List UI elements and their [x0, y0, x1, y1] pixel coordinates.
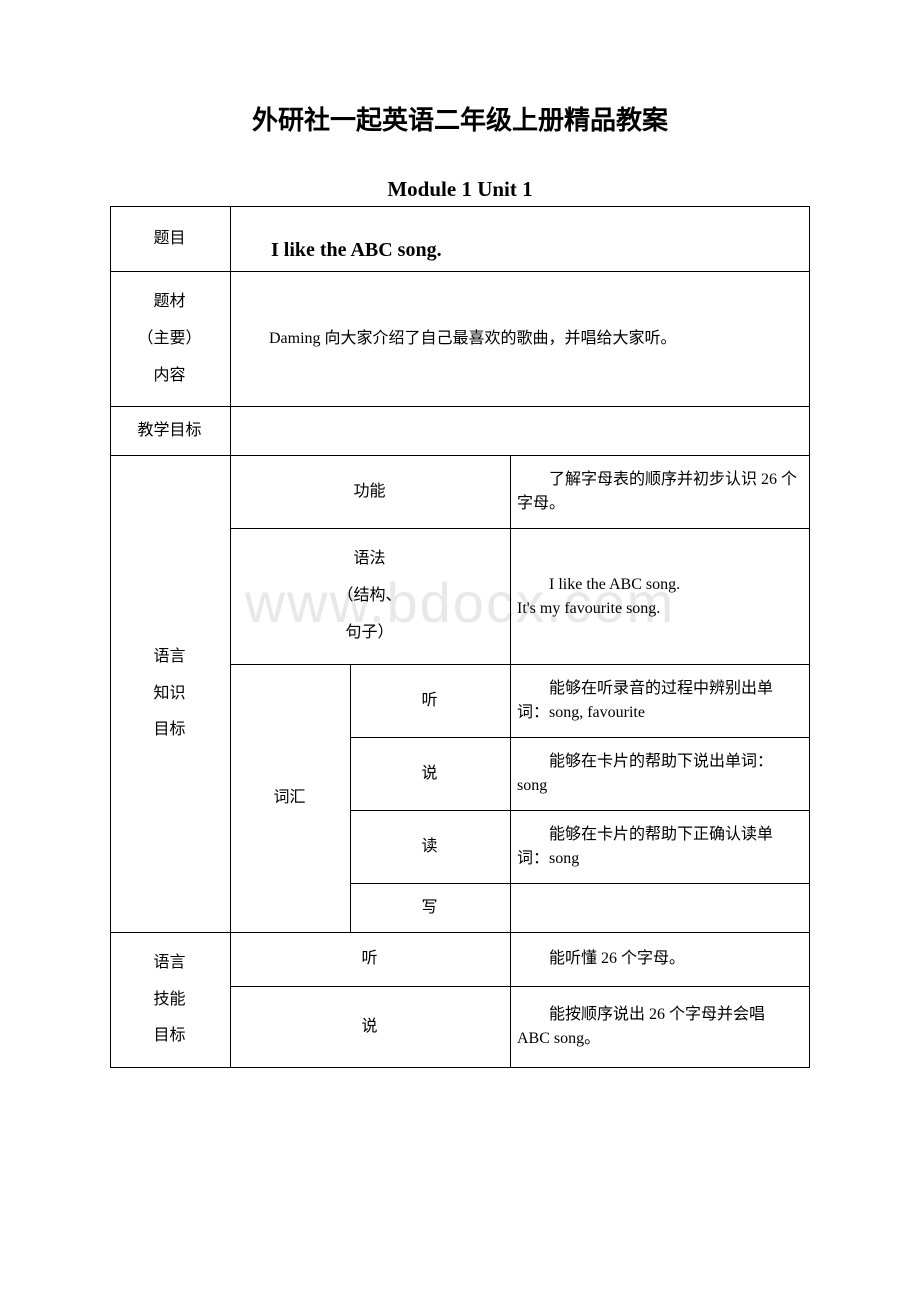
cell-read-label: 读 [351, 810, 511, 883]
cell-function-label: 功能 [231, 456, 511, 529]
cell-write-label: 写 [351, 883, 511, 932]
cell-grammar-text: I like the ABC song.It's my favourite so… [511, 529, 810, 664]
table-row: 题目 I like the ABC song. [111, 207, 810, 272]
cell-skill-speak-text: 能按顺序说出 26 个字母并会唱 ABC song。 [511, 987, 810, 1068]
table-row: 语言知识目标 功能 了解字母表的顺序并初步认识 26 个字母。 [111, 456, 810, 529]
cell-speak-label: 说 [351, 737, 511, 810]
lesson-plan-table: 题目 I like the ABC song. 题材（主要）内容 Daming … [110, 206, 810, 1068]
cell-topic-label: 题材（主要）内容 [111, 272, 231, 407]
cell-objectives-empty [231, 407, 810, 456]
cell-listen-label: 听 [351, 664, 511, 737]
cell-skill-listen-label: 听 [231, 932, 511, 986]
cell-read-text: 能够在卡片的帮助下正确认读单词：song [511, 810, 810, 883]
table-row: 教学目标 [111, 407, 810, 456]
cell-skill-speak-label: 说 [231, 987, 511, 1068]
cell-lang-knowledge-label: 语言知识目标 [111, 456, 231, 932]
cell-topic-content: Daming 向大家介绍了自己最喜欢的歌曲，并唱给大家听。 [231, 272, 810, 407]
table-row: 语言技能目标 听 能听懂 26 个字母。 [111, 932, 810, 986]
cell-write-text [511, 883, 810, 932]
page-title: 外研社一起英语二年级上册精品教案 [110, 100, 810, 137]
cell-objectives-label: 教学目标 [111, 407, 231, 456]
cell-lang-skill-label: 语言技能目标 [111, 932, 231, 1067]
cell-title-label: 题目 [111, 207, 231, 272]
table-row: 题材（主要）内容 Daming 向大家介绍了自己最喜欢的歌曲，并唱给大家听。 [111, 272, 810, 407]
cell-unit-title: I like the ABC song. [231, 207, 810, 272]
module-title: Module 1 Unit 1 [110, 177, 810, 202]
cell-function-text: 了解字母表的顺序并初步认识 26 个字母。 [511, 456, 810, 529]
cell-speak-text: 能够在卡片的帮助下说出单词：song [511, 737, 810, 810]
cell-skill-listen-text: 能听懂 26 个字母。 [511, 932, 810, 986]
cell-listen-text: 能够在听录音的过程中辨别出单词：song, favourite [511, 664, 810, 737]
cell-vocab-label: 词汇 [231, 664, 351, 932]
cell-grammar-label: 语法（结构、句子） [231, 529, 511, 664]
